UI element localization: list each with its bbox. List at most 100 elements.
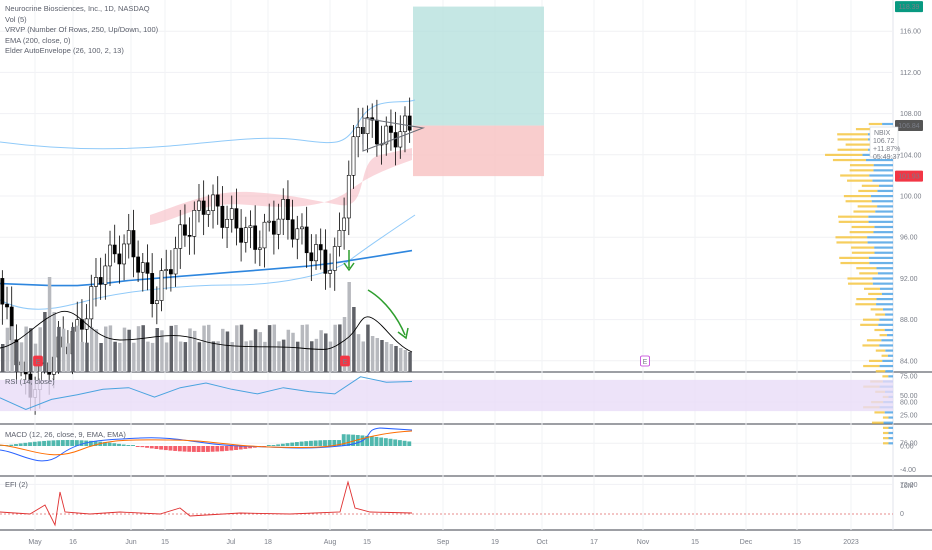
legend-vrvp[interactable]: VRVP (Number Of Rows, 250, Up/Down, 100) (5, 25, 159, 34)
volume-bar (150, 342, 155, 372)
volume-bar (155, 328, 159, 372)
current-badge (895, 120, 923, 132)
efi-tick-0: 10M (900, 483, 914, 490)
macd-hist-bar (191, 446, 196, 452)
volume-bar (366, 324, 370, 372)
candle-body (286, 199, 290, 220)
candle-body (0, 278, 5, 305)
rsi-tick-0: 75.00 (900, 374, 918, 381)
macd-hist-bar (327, 440, 332, 446)
macd-hist-bar (23, 442, 28, 446)
vp-up-bar (870, 195, 893, 198)
vp-up-bar (882, 359, 893, 362)
legend-vol[interactable]: Vol (5) (5, 14, 27, 24)
macd-hist-bar (290, 442, 295, 446)
macd-hist-bar (369, 436, 374, 446)
macd-hist-bar (42, 440, 47, 446)
volume-bar (370, 336, 375, 372)
x-tick-6: Aug (324, 539, 337, 546)
x-tick-16: 2023 (843, 539, 859, 546)
vp-up-bar (884, 411, 893, 414)
rsi-pane-label[interactable]: RSI (14, close) (5, 377, 55, 386)
price-tick-6: 100.00 (900, 194, 922, 201)
legend-ema[interactable]: EMA (200, close, 0) (5, 35, 71, 45)
macd-hist-bar (140, 446, 145, 448)
vp-up-bar (872, 277, 893, 280)
vp-down-bar (881, 354, 888, 357)
earnings-marker-1 (340, 355, 350, 367)
volume-bar (52, 312, 56, 372)
vp-up-bar (874, 251, 893, 254)
candle-body (281, 199, 286, 220)
vp-down-bar (875, 313, 886, 316)
volume-bar (216, 341, 220, 372)
candle-body (332, 246, 337, 271)
candle-body (337, 230, 342, 247)
volume-bar (235, 325, 239, 372)
volume-bar (380, 340, 384, 372)
volume-bar (207, 324, 211, 372)
vp-down-bar (874, 411, 885, 414)
volume-bar (94, 329, 99, 372)
stop-zone (413, 125, 544, 177)
volume-bar (281, 339, 286, 372)
candle-body (229, 208, 234, 220)
candle-body (108, 244, 112, 267)
macd-hist-bar (285, 443, 290, 446)
earnings-marker-label-2: E (643, 359, 648, 366)
volume-bar (38, 327, 42, 372)
vp-up-bar (888, 375, 893, 378)
efi-pane-label[interactable]: EFI (2) (5, 480, 28, 489)
macd-hist-bar (103, 442, 107, 446)
candle-body (5, 303, 9, 308)
macd-hist-bar (112, 443, 117, 446)
price-tick-2: 116.00 (900, 29, 921, 36)
macd-hist-bar (46, 440, 51, 446)
candle-body (187, 234, 192, 237)
vp-down-bar (871, 421, 884, 424)
macd-hist-bar (313, 440, 318, 446)
x-tick-7: 15 (363, 539, 371, 546)
earnings-marker-label-0: E (36, 359, 41, 366)
volume-bar (408, 352, 412, 372)
vp-up-bar (876, 298, 893, 301)
legend-title[interactable]: Neurocrine Biosciences, Inc., 1D, NASDAQ (5, 4, 150, 13)
candle-body (304, 226, 309, 254)
candle-body (197, 200, 201, 211)
macd-hist-bar (215, 446, 220, 452)
candle-body (117, 253, 122, 265)
vp-up-bar (887, 354, 893, 357)
volume-bar (19, 342, 24, 372)
volume-bar (118, 342, 122, 372)
lower-envelope (0, 214, 416, 310)
macd-pane-label[interactable]: MACD (12, 26, close, 9, EMA, EMA) (5, 430, 126, 439)
volume-bar (5, 327, 10, 372)
candle-body (136, 256, 141, 273)
vp-down-bar (874, 328, 885, 332)
x-tick-2: Jun (125, 539, 136, 546)
volume-bar (141, 325, 145, 372)
vp-up-bar (879, 287, 893, 290)
price-tick-12: 76.00 (900, 441, 918, 448)
macd-hist-bar (346, 434, 351, 446)
volume-bar (178, 341, 183, 372)
vp-up-bar (873, 231, 893, 234)
info-change: +11.87% (873, 146, 900, 153)
macd-hist-bar (187, 446, 192, 452)
candle-body (389, 125, 393, 133)
vp-up-bar (876, 303, 893, 306)
x-tick-12: Nov (637, 539, 650, 546)
vp-up-bar (882, 122, 893, 126)
vp-down-bar (847, 277, 873, 280)
volume-bar (183, 342, 188, 372)
volume-bar (211, 341, 216, 372)
candle-body (103, 265, 108, 285)
macd-hist-bar (210, 446, 215, 452)
macd-hist-bar (309, 440, 313, 446)
volume-bar (277, 341, 281, 372)
volume-bar (338, 324, 342, 372)
volume-ma-line (0, 310, 413, 353)
legend-elder[interactable]: Elder AutoEnvelope (26, 100, 2, 13) (5, 46, 124, 55)
vp-up-bar (872, 179, 893, 182)
